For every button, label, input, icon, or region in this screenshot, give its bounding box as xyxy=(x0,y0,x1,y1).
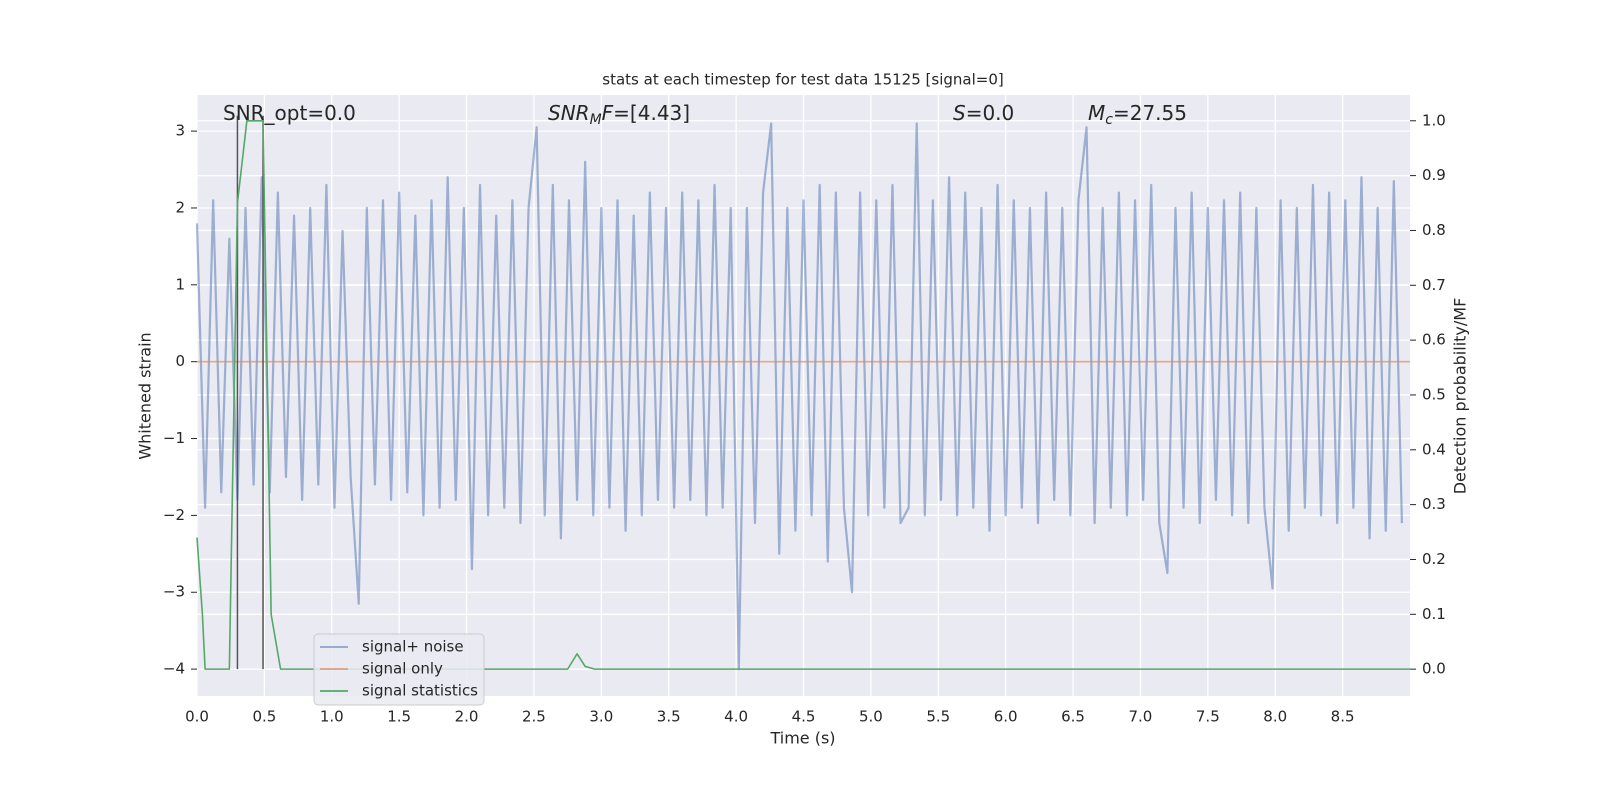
x-tick-label: 6.0 xyxy=(994,708,1018,726)
annotation: S=0.0 xyxy=(953,101,1014,125)
x-tick-label: 5.0 xyxy=(859,708,883,726)
y-axis-label: Whitened strain xyxy=(136,332,155,459)
x-tick-label: 7.0 xyxy=(1129,708,1153,726)
annotation-part: =27.55 xyxy=(1113,101,1187,125)
y-tick-label: 2 xyxy=(175,198,185,216)
x-tick-label: 0.0 xyxy=(185,708,209,726)
legend: signal+ noise signal only signal statistic… xyxy=(313,633,485,706)
annotation-part: SNR xyxy=(548,101,590,125)
y2-tick-label: 0.9 xyxy=(1422,166,1446,184)
y-tick-label: −1 xyxy=(163,429,185,447)
x-tick-label: 7.5 xyxy=(1196,708,1220,726)
annotation: Mc=27.55 xyxy=(1088,101,1187,129)
annotation-part: M xyxy=(590,112,602,128)
legend-label: signal only xyxy=(362,660,443,678)
y-tick-label: 1 xyxy=(175,275,185,293)
y2-tick-label: 0.6 xyxy=(1422,331,1446,349)
y-tick-label: −4 xyxy=(163,660,185,678)
y2-tick-label: 0.5 xyxy=(1422,385,1446,403)
x-tick-label: 8.5 xyxy=(1331,708,1355,726)
annotation: SNRMF=[4.43] xyxy=(548,101,690,129)
annotation: SNR_opt=0.0 xyxy=(223,101,356,125)
annotation-part: S xyxy=(953,101,966,125)
x-tick-label: 2.5 xyxy=(522,708,546,726)
x-tick-label: 4.0 xyxy=(724,708,748,726)
annotation-part: SNR_opt=0.0 xyxy=(223,101,356,125)
legend-box xyxy=(313,633,485,706)
x-tick-label: 3.0 xyxy=(589,708,613,726)
y2-tick-label: 0.0 xyxy=(1422,660,1446,678)
y-tick-label: −2 xyxy=(163,506,185,524)
x-tick-label: 3.5 xyxy=(657,708,681,726)
y2-tick-label: 0.2 xyxy=(1422,550,1446,568)
y2-tick-label: 0.1 xyxy=(1422,605,1446,623)
annotation-part: =0.0 xyxy=(966,101,1015,125)
y-tick-label: 3 xyxy=(175,122,185,140)
x-tick-label: 5.5 xyxy=(926,708,950,726)
y-tick-label: −3 xyxy=(163,583,185,601)
series-line xyxy=(195,122,1404,671)
chart-title: stats at each timestep for test data 151… xyxy=(602,71,1003,89)
x-tick-label: 4.5 xyxy=(792,708,816,726)
legend-label: signal+ noise xyxy=(362,638,464,656)
y2-tick-label: 0.8 xyxy=(1422,221,1446,239)
x-tick-label: 8.0 xyxy=(1263,708,1287,726)
y2-tick-label: 0.3 xyxy=(1422,495,1446,513)
y2-tick-label: 0.4 xyxy=(1422,440,1446,458)
y2-axis-label: Detection probability/MF xyxy=(1451,298,1470,495)
data xyxy=(195,115,1410,671)
annotation-part: F xyxy=(602,101,614,125)
y2-tick-label: 1.0 xyxy=(1422,111,1446,129)
x-tick-label: 1.0 xyxy=(320,708,344,726)
legend-label: signal statistics xyxy=(362,682,478,700)
annotation-part: M xyxy=(1088,101,1105,125)
x-axis-label: Time (s) xyxy=(769,729,835,748)
x-tick-label: 1.5 xyxy=(387,708,411,726)
x-tick-label: 0.5 xyxy=(252,708,276,726)
series-line xyxy=(196,119,1410,670)
y-tick-label: 0 xyxy=(175,352,185,370)
x-tick-label: 6.5 xyxy=(1061,708,1085,726)
x-tick-label: 2.0 xyxy=(455,708,479,726)
annotation-part: =[4.43] xyxy=(613,101,690,125)
annotation-part: c xyxy=(1105,112,1113,128)
y2-tick-label: 0.7 xyxy=(1422,276,1446,294)
